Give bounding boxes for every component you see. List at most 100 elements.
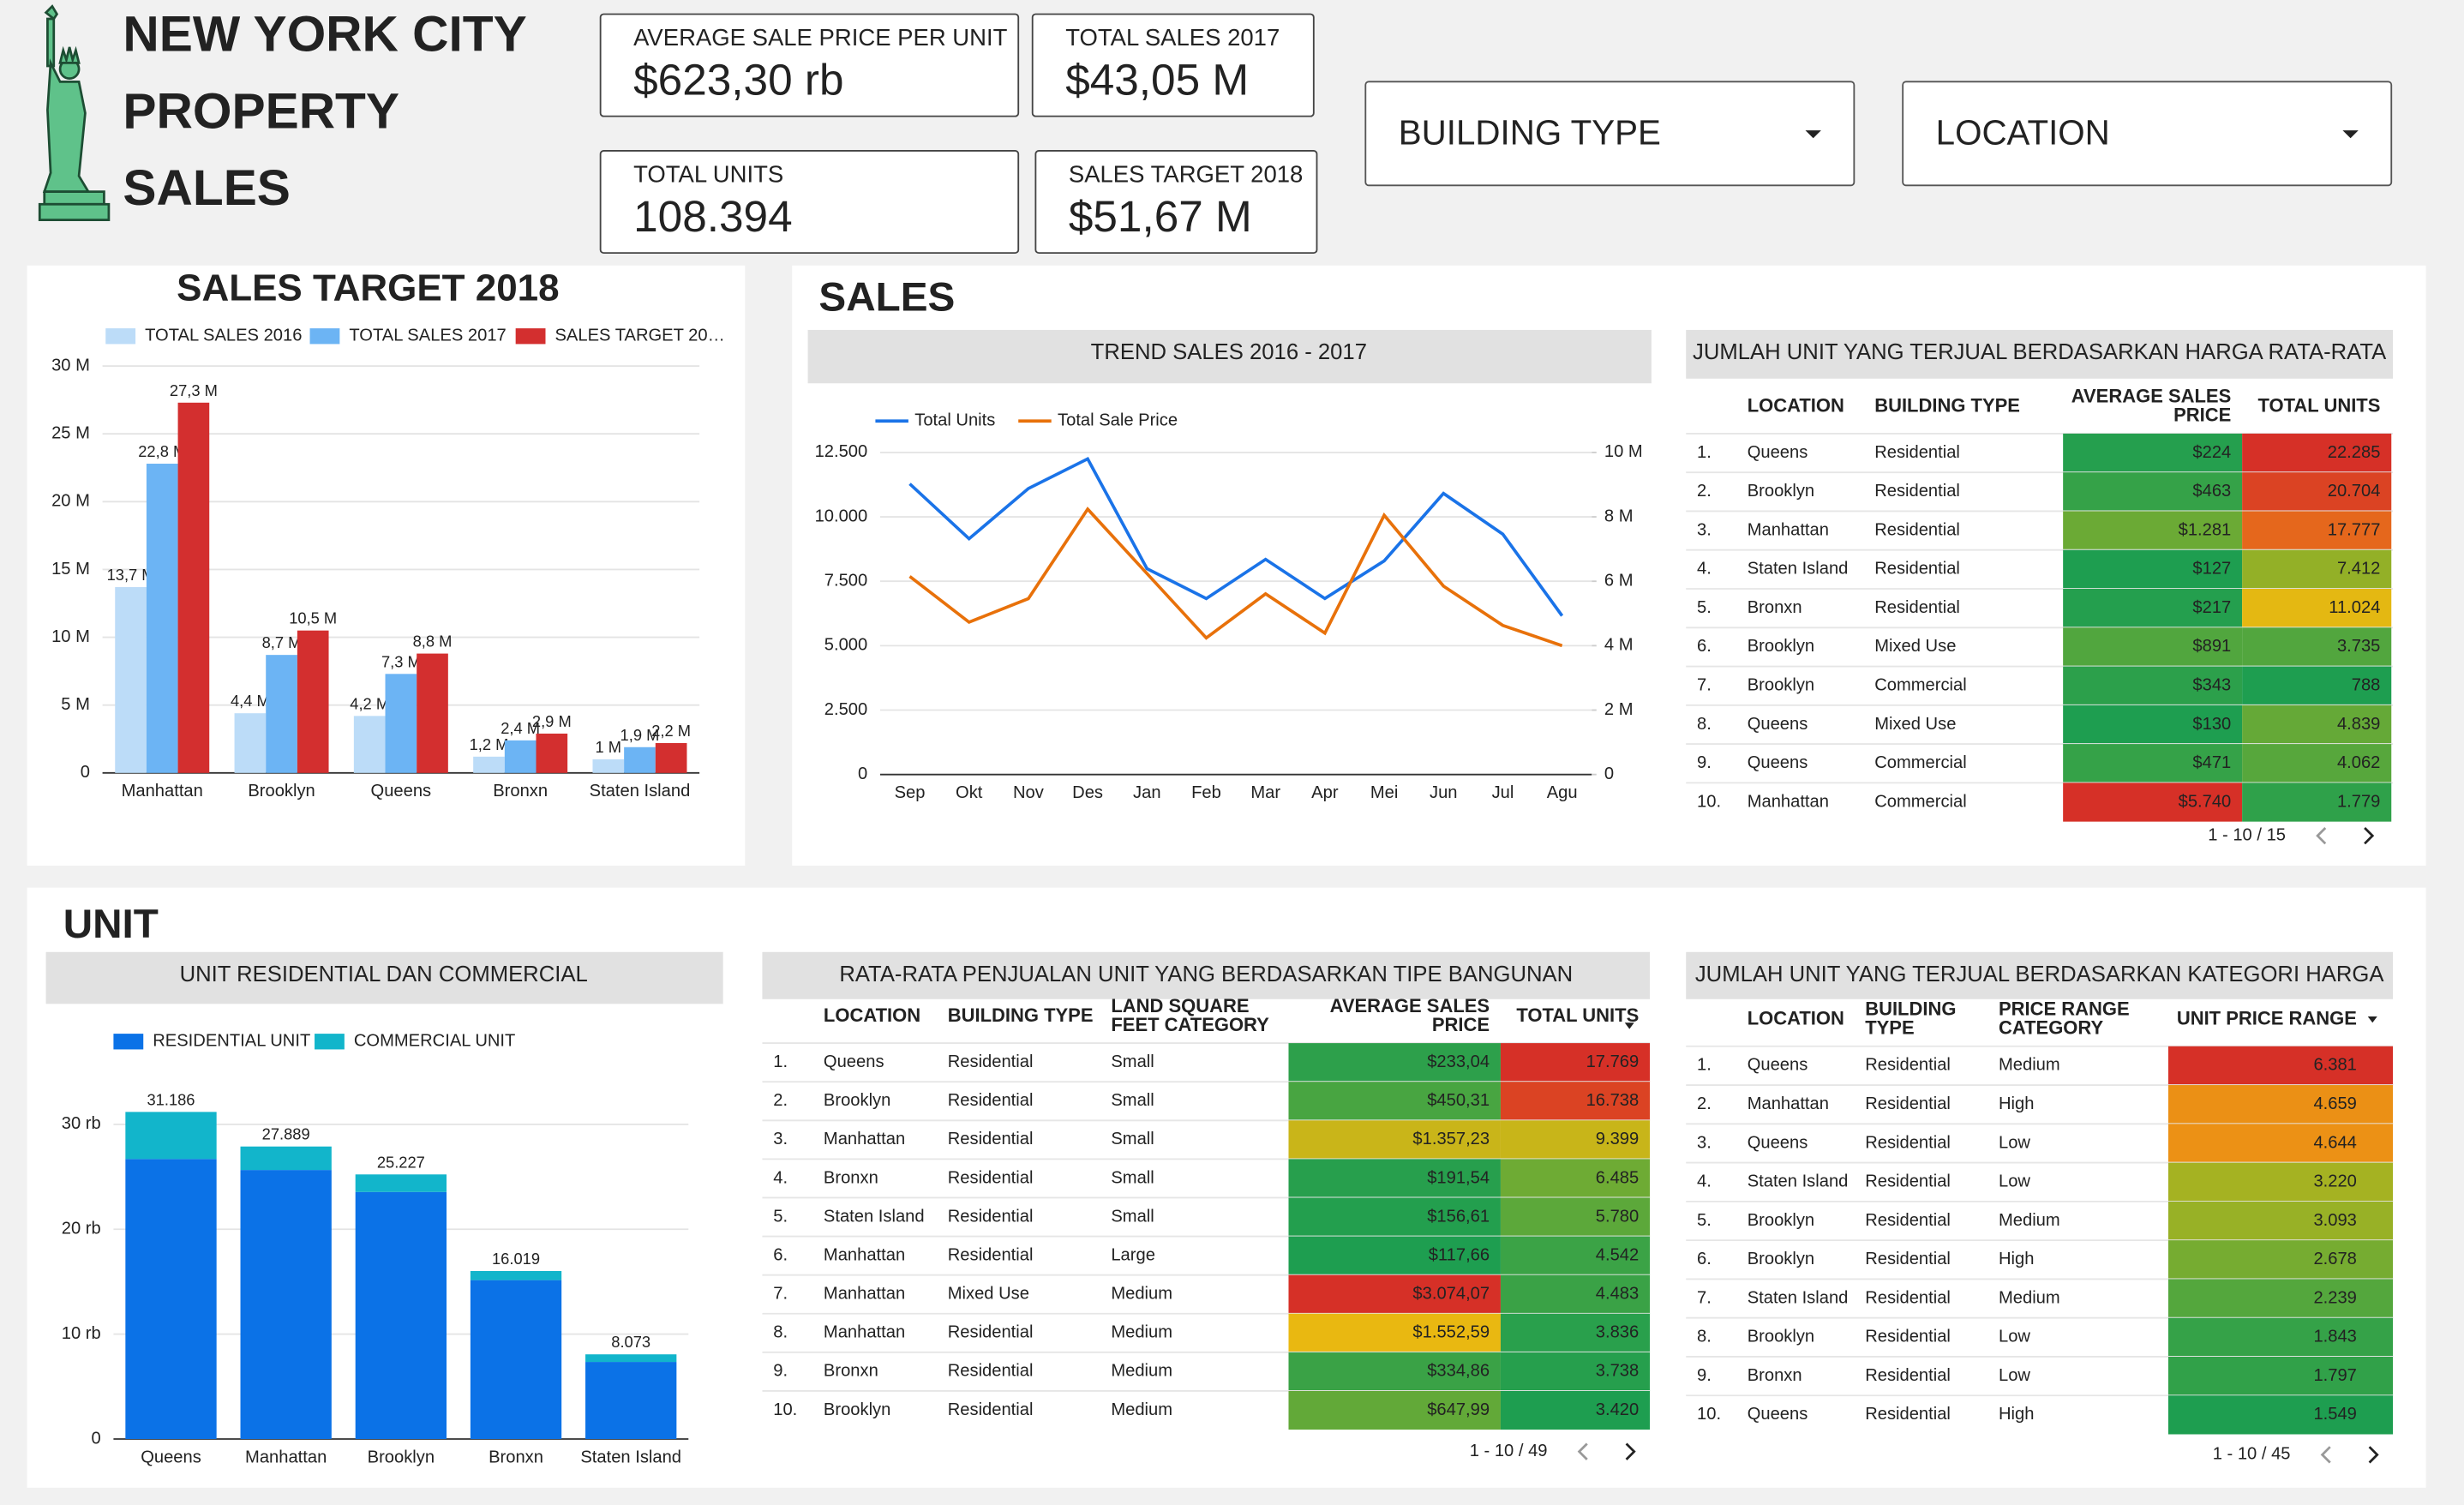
table-cell: Staten Island [824, 1207, 925, 1226]
dropdown-arrow [2342, 130, 2359, 139]
table-cell: Residential [1874, 520, 1960, 539]
x-tick-label: Bronxn [489, 1448, 543, 1466]
kpi-label: AVERAGE SALE PRICE PER UNIT [633, 24, 1008, 51]
bar [592, 759, 625, 773]
table-cell: High [1999, 1094, 2034, 1113]
y-tick-label: 10 M [51, 627, 90, 646]
data-label: 2,9 M [532, 712, 572, 730]
column-header: PRICE [1432, 1014, 1490, 1035]
x-tick-label: Feb [1191, 783, 1221, 802]
table-cell: 9. [1697, 1366, 1712, 1385]
table-cell: 5. [773, 1207, 788, 1226]
table-cell: 6.485 [1596, 1168, 1639, 1187]
table-cell: Queens [1748, 443, 1808, 462]
table-cell: Residential [948, 1091, 1034, 1110]
data-label: 4,2 M [350, 694, 389, 712]
table-cell: Residential [1865, 1133, 1951, 1152]
heat-cell [1500, 1159, 1651, 1198]
table-cell: 4.483 [1596, 1285, 1639, 1304]
heat-cell [2242, 549, 2392, 590]
table-cell: 1. [1697, 443, 1712, 462]
table-cell: Brooklyn [1748, 1211, 1814, 1230]
bar [177, 402, 210, 773]
table-title: JUMLAH UNIT YANG TERJUAL BERDASARKAN KAT… [1695, 962, 2384, 986]
table-cell: Low [1999, 1133, 2030, 1152]
heat-cell [2167, 1395, 2394, 1435]
table-cell: 7. [1697, 676, 1712, 695]
bar-segment [470, 1270, 562, 1280]
bar-segment [470, 1280, 562, 1440]
bar [624, 747, 656, 773]
legend-swatch [105, 328, 136, 345]
table-cell: $127 [2192, 560, 2231, 579]
line-series [908, 456, 1564, 617]
heat-cell [1500, 1274, 1651, 1314]
pagination: 1 - 10 / 15 [2208, 825, 2286, 844]
table-cell: Medium [1111, 1323, 1172, 1342]
table-cell: 4. [773, 1168, 788, 1187]
legend-label: Total Units [914, 411, 995, 430]
heat-cell [2242, 472, 2392, 512]
prev-page[interactable] [2316, 827, 2327, 845]
heat-cell [2242, 782, 2392, 822]
legend-label: Total Sale Price [1058, 411, 1178, 430]
table-cell: 1. [773, 1052, 788, 1071]
table-cell: 8. [1697, 1328, 1712, 1346]
table-cell: Residential [1865, 1405, 1951, 1424]
legend-swatch [309, 328, 340, 345]
sort-arrow [2367, 1016, 2377, 1023]
column-header: PRICE RANGE [1999, 998, 2130, 1019]
next-page[interactable] [2364, 827, 2375, 845]
table-cell: 7. [1697, 1288, 1712, 1307]
header-box [807, 329, 1652, 384]
heat-cell [2063, 511, 2243, 550]
legend-label: TOTAL SALES 2017 [349, 327, 506, 345]
column-header: LOCATION [1748, 395, 1844, 417]
total-label: 27.889 [262, 1125, 310, 1143]
filter-dropdown[interactable] [1902, 81, 2393, 187]
heat-cell [2167, 1124, 2394, 1163]
column-header: AVERAGE SALES [1330, 995, 1490, 1016]
table-cell: 8. [1697, 715, 1712, 734]
y-tick-label: 20 M [51, 492, 90, 511]
legend-label: COMMERCIAL UNIT [354, 1032, 516, 1051]
table-cell: Bronxn [824, 1168, 878, 1187]
table-cell: $450,31 [1427, 1091, 1490, 1110]
next-page[interactable] [1625, 1442, 1636, 1460]
sort-arrow [1624, 1022, 1634, 1029]
table-cell: $471 [2192, 753, 2231, 772]
heat-cell [2167, 1201, 2394, 1241]
data-label: 7,3 M [381, 652, 421, 670]
table-cell: $233,04 [1427, 1052, 1490, 1071]
prev-page[interactable] [1577, 1442, 1588, 1460]
data-label: 1,2 M [470, 735, 509, 753]
table-cell: 8. [773, 1323, 788, 1342]
bar [504, 740, 537, 773]
heat-cell [2167, 1279, 2394, 1318]
heat-cell [1500, 1352, 1651, 1391]
next-page[interactable] [2368, 1446, 2379, 1464]
table-cell: Residential [948, 1362, 1034, 1381]
total-label: 31.186 [147, 1090, 195, 1108]
column-header: BUILDING TYPE [948, 1004, 1094, 1026]
heat-cell [2167, 1317, 2394, 1357]
heat-cell [1500, 1120, 1651, 1160]
heat-cell [2242, 705, 2392, 745]
table-cell: Large [1111, 1245, 1155, 1264]
table-cell: 3. [773, 1130, 788, 1148]
table-cell: 5. [1697, 598, 1712, 617]
column-header: LOCATION [824, 1004, 920, 1026]
table-cell: 4.062 [2337, 753, 2380, 772]
filter-dropdown[interactable] [1364, 81, 1855, 187]
prev-page[interactable] [2320, 1446, 2331, 1464]
bar [297, 630, 329, 773]
y2-tick-label: 4 M [1604, 636, 1634, 655]
table-cell: Residential [1865, 1328, 1951, 1346]
table-cell: Residential [1865, 1250, 1951, 1268]
table-cell: Mixed Use [1874, 637, 1956, 656]
table-cell: Residential [1865, 1172, 1951, 1191]
column-header: TOTAL UNITS [2258, 395, 2381, 417]
table-cell: Manhattan [824, 1245, 905, 1264]
